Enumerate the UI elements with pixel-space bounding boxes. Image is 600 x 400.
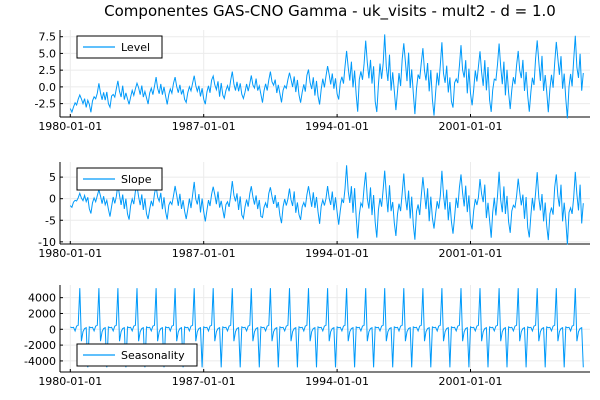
x-tick-label: 1987-01-01 (172, 247, 236, 260)
chart-title: Componentes GAS-CNO Gamma - uk_visits - … (104, 2, 556, 20)
y-tick-label: 7.5 (39, 31, 57, 44)
legend-box (76, 167, 163, 191)
y-tick-label: 4000 (28, 292, 56, 305)
x-tick-label: 2001-01-01 (439, 120, 503, 133)
x-tick-label: 2001-01-01 (439, 375, 503, 388)
legend-box (76, 343, 198, 367)
y-tick-label: 0 (49, 193, 56, 206)
x-tick-label: 1987-01-01 (172, 375, 236, 388)
y-tick-label: 5 (49, 171, 56, 184)
y-tick-label: 2.5 (39, 64, 57, 77)
x-tick-label: 1980-01-01 (38, 247, 102, 260)
x-tick-label: 1994-01-01 (305, 247, 369, 260)
legend-box (76, 35, 163, 59)
series-line-level (69, 34, 584, 119)
y-tick-label: 0 (49, 323, 56, 336)
legend-label: Seasonality (121, 349, 185, 362)
series-line-seasonality (70, 288, 584, 368)
x-tick-label: 1994-01-01 (305, 375, 369, 388)
x-tick-label: 1987-01-01 (172, 120, 236, 133)
y-tick-label: 0.0 (39, 81, 57, 94)
y-tick-label: -2000 (24, 339, 56, 352)
x-tick-label: 1994-01-01 (305, 120, 369, 133)
y-tick-label: 2000 (28, 307, 56, 320)
x-tick-label: 1980-01-01 (38, 120, 102, 133)
legend-label: Slope (121, 173, 152, 186)
legend-label: Level (121, 41, 150, 54)
y-tick-label: 5.0 (39, 47, 57, 60)
y-tick-label: -4000 (24, 355, 56, 368)
x-tick-label: 2001-01-01 (439, 247, 503, 260)
x-tick-label: 1980-01-01 (38, 375, 102, 388)
y-tick-label: -5 (45, 214, 56, 227)
y-tick-label: -10 (38, 236, 56, 249)
y-tick-label: -2.5 (35, 98, 56, 111)
